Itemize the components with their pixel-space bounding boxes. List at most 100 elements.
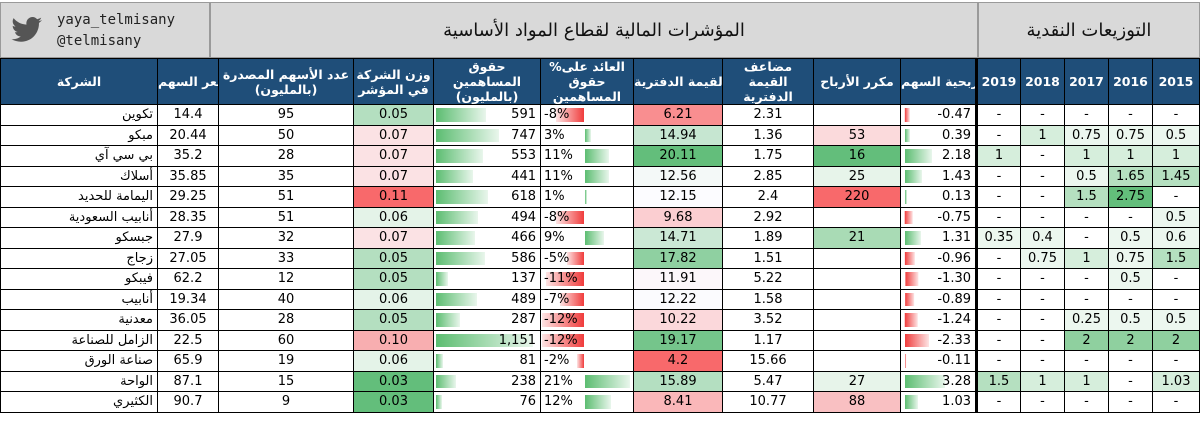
roe-cell: 12% xyxy=(540,391,634,413)
eps-cell-value: 2.18 xyxy=(942,148,971,164)
pb-cell: 1.89 xyxy=(722,227,814,249)
weight-cell: 0.07 xyxy=(353,165,434,187)
table-row: الزامل للصناعة 22.5 60 0.10 1,151 -12% 19.17 1.… xyxy=(0,329,1200,351)
shares-cell: 28 xyxy=(218,145,354,167)
pe-cell-value: 53 xyxy=(848,127,866,143)
header-roe: العائد على% حقوق المساهمين xyxy=(540,58,634,105)
table-row: مبكو 20.44 50 0.07 747 3% 14.94 1.36 53 0.39 - 1 0.7… xyxy=(0,124,1200,146)
dividend-2018-cell: - xyxy=(1020,288,1065,310)
roe-cell-value: -12% xyxy=(544,332,578,348)
equity-bar xyxy=(436,108,486,122)
equity-bar xyxy=(436,149,483,163)
dividend-2018-cell: - xyxy=(1020,268,1065,290)
dividend-2019-cell: 1.5 xyxy=(976,370,1021,392)
pe-cell-value: 16 xyxy=(848,148,866,164)
eps-bar xyxy=(905,190,907,204)
weight-cell: 0.06 xyxy=(353,288,434,310)
pb-cell-value: 1.36 xyxy=(753,127,783,143)
book-value-cell: 9.68 xyxy=(633,206,723,228)
eps-bar xyxy=(905,251,915,265)
eps-cell-value: -0.96 xyxy=(937,250,971,266)
dividend-2017-cell-value: - xyxy=(1084,230,1089,246)
weight-cell: 0.07 xyxy=(353,145,434,167)
dividend-2016-cell-value: - xyxy=(1128,394,1133,410)
weight-cell-value: 0.03 xyxy=(379,394,408,410)
dividend-2017-cell: 1 xyxy=(1064,370,1109,392)
header-price: سعر السهم xyxy=(157,58,219,105)
dividend-2018-cell-value: - xyxy=(1040,148,1045,164)
roe-cell-value: 3% xyxy=(544,127,565,143)
price-cell: 27.05 xyxy=(157,247,219,269)
company-cell: صناعة الورق xyxy=(0,350,158,372)
price-cell: 62.2 xyxy=(157,268,219,290)
price-cell-value: 29.25 xyxy=(169,189,207,205)
price-cell-value: 35.85 xyxy=(169,168,207,184)
shares-cell-value: 95 xyxy=(277,107,295,123)
eps-bar xyxy=(905,149,932,163)
price-cell-value: 14.4 xyxy=(173,107,203,123)
eps-cell: -0.96 xyxy=(900,247,978,269)
price-cell: 87.1 xyxy=(157,370,219,392)
company-cell: الزامل للصناعة xyxy=(0,329,158,351)
eps-cell-value: 0.13 xyxy=(942,189,971,205)
dividend-2018-cell-value: 1 xyxy=(1038,373,1047,389)
eps-cell-value: 1.31 xyxy=(942,230,971,246)
dividend-2016-cell-value: - xyxy=(1128,353,1133,369)
dividend-2018-cell-value: - xyxy=(1040,271,1045,287)
dividend-2015-cell-value: 1.03 xyxy=(1161,373,1191,389)
dividend-2018-cell: - xyxy=(1020,309,1065,331)
pe-cell: 220 xyxy=(813,186,901,208)
book-value-cell: 14.94 xyxy=(633,124,723,146)
dividend-2017-cell: - xyxy=(1064,227,1109,249)
company-cell: اليمامة للحديد xyxy=(0,186,158,208)
eps-cell-value: -0.75 xyxy=(937,209,971,225)
book-value-cell-value: 12.56 xyxy=(659,168,697,184)
shares-cell-value: 19 xyxy=(277,353,295,369)
equity-bar xyxy=(436,292,478,306)
dividend-2017-cell: - xyxy=(1064,206,1109,228)
pe-cell xyxy=(813,288,901,310)
equity-bar xyxy=(436,333,533,347)
dividend-2017-cell-value: 0.5 xyxy=(1076,168,1097,184)
dividend-2017-cell: 0.5 xyxy=(1064,165,1109,187)
company-cell-value: الكثيري xyxy=(113,394,153,410)
dividend-2017-cell: - xyxy=(1064,350,1109,372)
weight-cell-value: 0.10 xyxy=(379,332,408,348)
dividend-2018-cell: 0.75 xyxy=(1020,247,1065,269)
dividend-2019-cell-value: - xyxy=(996,353,1002,369)
company-cell: جبسكو xyxy=(0,227,158,249)
weight-cell-value: 0.05 xyxy=(379,250,408,266)
dividend-2016-cell: - xyxy=(1108,370,1153,392)
shares-cell: 15 xyxy=(218,370,354,392)
company-cell: فيبكو xyxy=(0,268,158,290)
equity-cell-value: 618 xyxy=(511,189,536,205)
brand-handle: yaya_telmisany xyxy=(57,12,176,28)
dividend-2019-cell-value: - xyxy=(996,209,1002,225)
dividend-2016-cell-value: 0.75 xyxy=(1116,127,1145,143)
pe-cell: 27 xyxy=(813,370,901,392)
eps-cell: 0.13 xyxy=(900,186,978,208)
equity-bar xyxy=(436,190,489,204)
eps-bar xyxy=(905,210,913,224)
shares-cell-value: 15 xyxy=(277,373,295,389)
roe-cell-value: -12% xyxy=(544,312,578,328)
price-cell: 22.5 xyxy=(157,329,219,351)
dividend-2016-cell: - xyxy=(1108,350,1153,372)
price-cell: 20.44 xyxy=(157,124,219,146)
dividend-2016-cell-value: - xyxy=(1128,209,1133,225)
equity-bar xyxy=(436,313,461,327)
weight-cell: 0.05 xyxy=(353,247,434,269)
weight-cell: 0.05 xyxy=(353,309,434,331)
price-cell-value: 27.05 xyxy=(169,250,207,266)
dividend-2018-cell: - xyxy=(1020,145,1065,167)
dividend-2015-cell: 0.5 xyxy=(1152,309,1200,331)
pe-cell xyxy=(813,104,901,126)
book-value-cell-value: 14.94 xyxy=(659,127,697,143)
eps-cell: 1.43 xyxy=(900,165,978,187)
dividend-2016-cell: 0.5 xyxy=(1108,268,1153,290)
dividend-2016-cell-value: - xyxy=(1128,291,1133,307)
dividend-2019-cell-value: - xyxy=(996,332,1002,348)
book-value-cell: 12.15 xyxy=(633,186,723,208)
header-year-2019: 2019 xyxy=(976,58,1021,105)
price-cell-value: 62.2 xyxy=(173,271,203,287)
